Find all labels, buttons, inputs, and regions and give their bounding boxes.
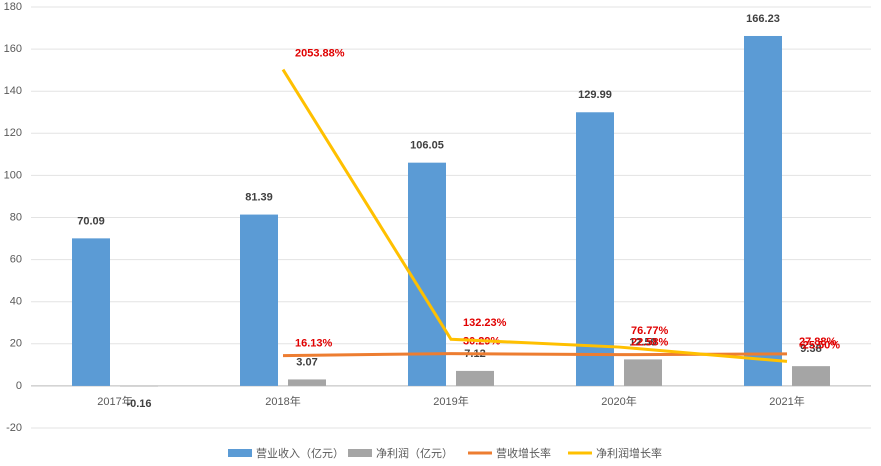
bar	[288, 379, 326, 386]
y-tick-label: 180	[4, 1, 22, 13]
y-tick-label: 40	[10, 296, 22, 308]
bar	[408, 162, 446, 386]
value-label: 12.59	[629, 336, 657, 348]
value-label: 9.38	[800, 343, 821, 355]
y-tick-label: 100	[4, 169, 22, 181]
value-label: 81.39	[245, 191, 273, 203]
y-tick-label: 0	[16, 380, 22, 392]
value-label: 106.05	[410, 140, 444, 152]
legend-swatch	[348, 449, 372, 457]
bar	[792, 366, 830, 386]
value-label: 70.09	[77, 215, 105, 227]
value-label: -25.50%	[799, 339, 840, 351]
value-label: 166.23	[746, 13, 780, 25]
value-label: 22.58%	[631, 337, 669, 349]
x-tick-label: 2021年	[769, 394, 804, 408]
legend-swatch	[228, 449, 252, 457]
line	[281, 68, 788, 363]
value-label: 2053.88%	[295, 48, 345, 60]
value-label: 129.99	[578, 89, 612, 101]
y-tick-label: 160	[4, 43, 22, 55]
bar	[120, 385, 158, 387]
y-tick-label: 140	[4, 85, 22, 97]
x-tick-label: 2017年	[97, 394, 132, 408]
value-label: -0.16	[126, 398, 151, 410]
y-tick-label: 20	[10, 338, 22, 350]
x-tick-label: 2019年	[433, 394, 468, 408]
bar	[744, 35, 782, 386]
value-label: 27.88%	[799, 336, 837, 348]
bar	[576, 112, 614, 386]
y-tick-label: -20	[6, 422, 22, 434]
legend-label: 营业收入（亿元）	[256, 446, 344, 460]
legend-label: 净利润（亿元）	[376, 446, 453, 460]
y-tick-label: 80	[10, 211, 22, 223]
legend-item: 净利润（亿元）	[348, 446, 453, 460]
legend-item: 营业收入（亿元）	[228, 446, 344, 460]
value-label: 76.77%	[631, 325, 669, 337]
value-label: 132.23%	[463, 317, 507, 329]
y-tick-label: 120	[4, 127, 22, 139]
legend-label: 营收增长率	[496, 446, 551, 460]
legend-item: 净利润增长率	[568, 446, 662, 460]
value-label: 16.13%	[295, 337, 333, 349]
legend-item: 营收增长率	[468, 446, 551, 460]
bar	[624, 359, 662, 386]
x-tick-label: 2018年	[265, 394, 300, 408]
bar	[456, 370, 494, 386]
bar	[240, 214, 278, 386]
legend-label: 净利润增长率	[596, 446, 662, 460]
value-label: 3.07	[296, 356, 317, 368]
y-tick-label: 60	[10, 254, 22, 266]
x-tick-label: 2020年	[601, 394, 636, 408]
bar	[72, 238, 110, 386]
